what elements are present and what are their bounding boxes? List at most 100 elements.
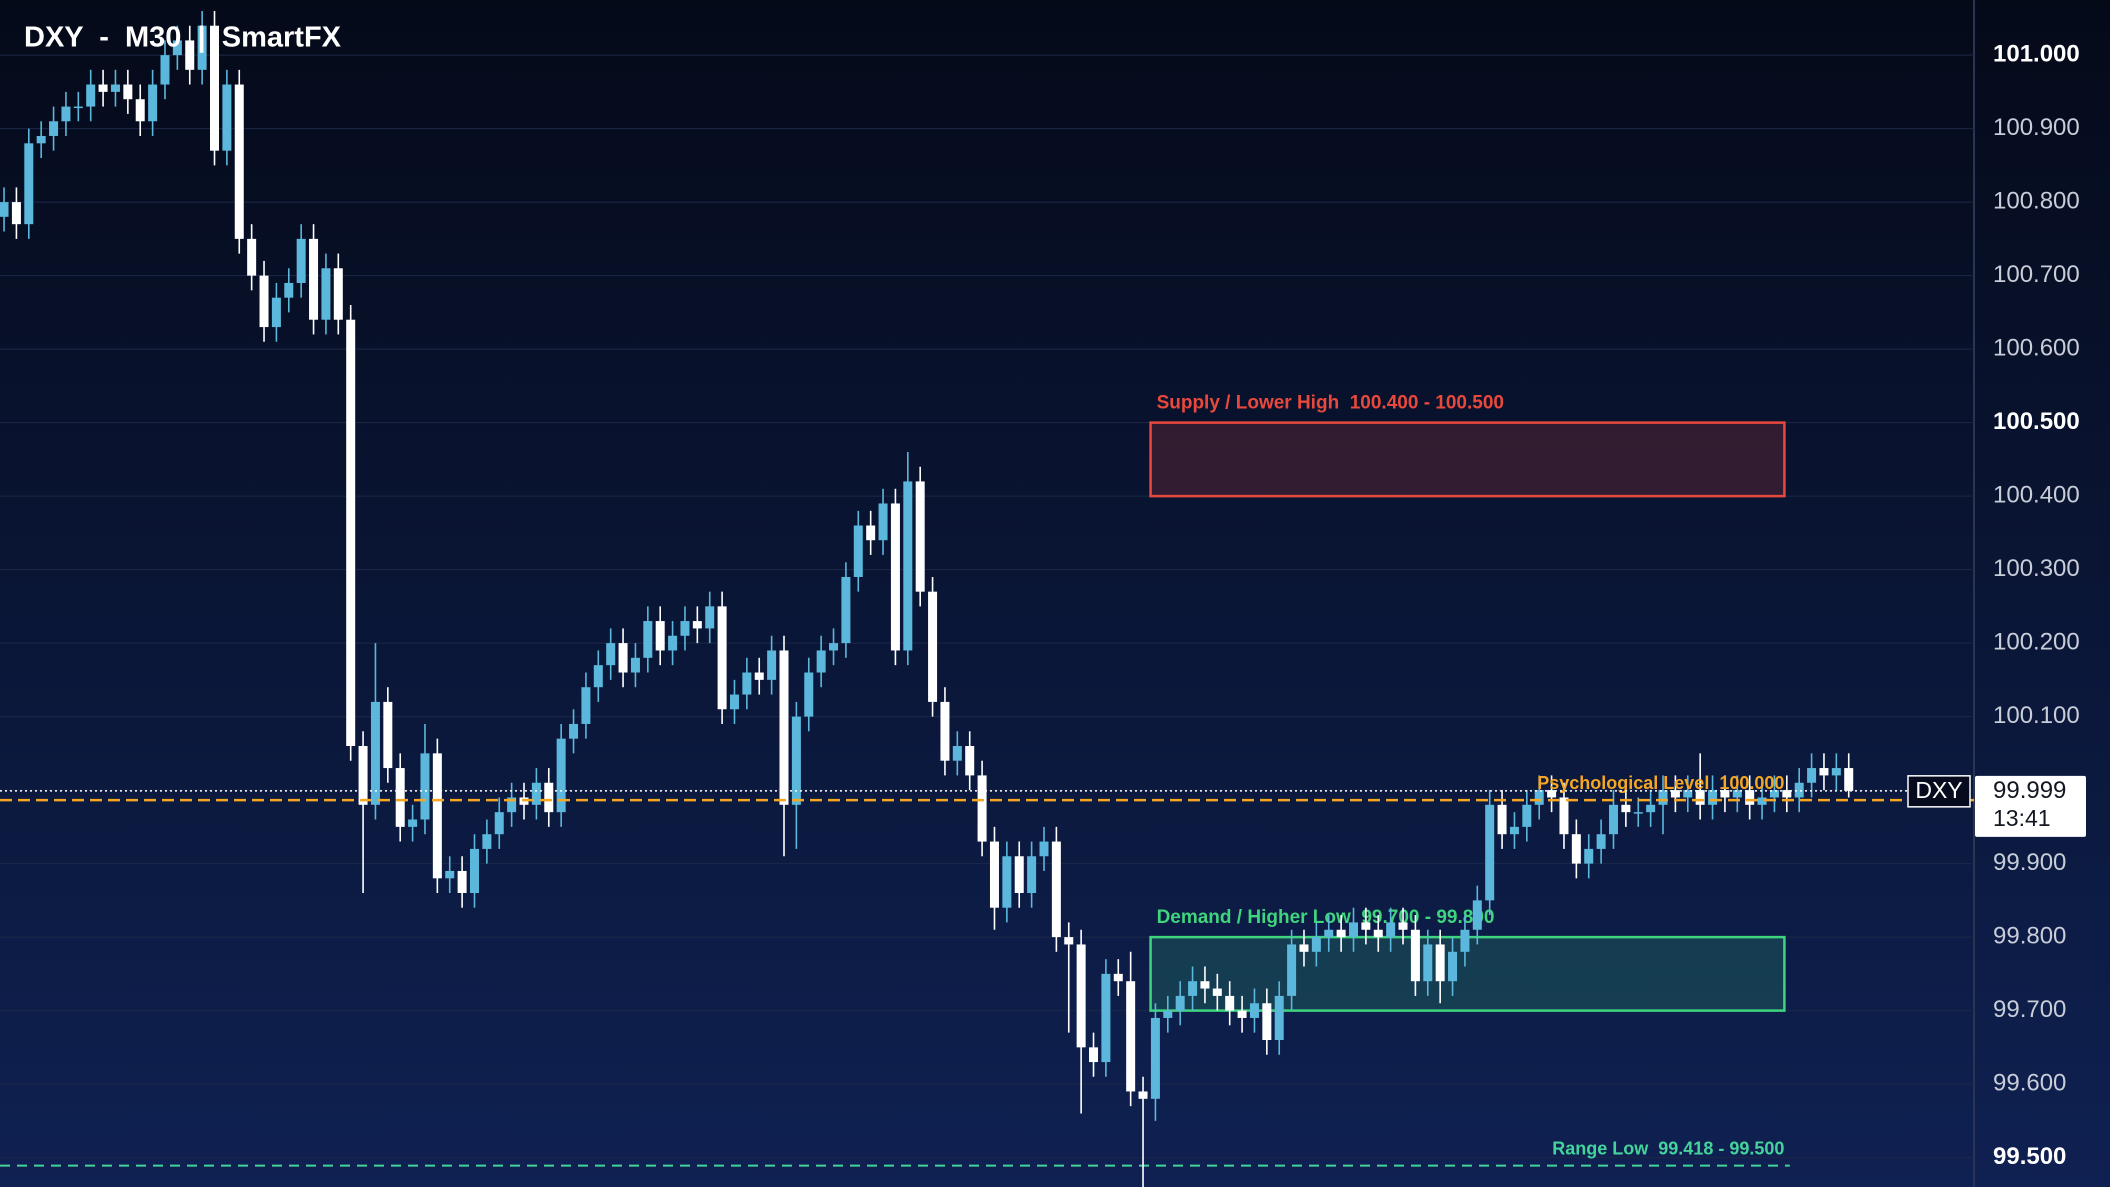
candle-body bbox=[1621, 804, 1631, 813]
candle-body bbox=[1745, 790, 1755, 805]
candle-body bbox=[445, 870, 455, 879]
candle-body bbox=[915, 481, 925, 592]
candle-body bbox=[110, 84, 120, 92]
candle-body bbox=[1212, 988, 1222, 996]
candle-body bbox=[148, 84, 158, 122]
candle-body bbox=[494, 812, 504, 835]
candle-body bbox=[482, 834, 492, 849]
candle-body bbox=[358, 746, 368, 805]
candle-body bbox=[890, 503, 900, 651]
y-tick-label: 100.100 bbox=[1993, 702, 2080, 729]
candle-body bbox=[1435, 944, 1445, 982]
candle-body bbox=[791, 716, 801, 805]
candle-body bbox=[247, 238, 257, 276]
candle-body bbox=[965, 746, 975, 776]
candle-body bbox=[1324, 929, 1334, 938]
candle-body bbox=[36, 135, 46, 144]
candle-body bbox=[717, 606, 727, 710]
candle-body bbox=[1670, 790, 1680, 798]
candle-body bbox=[1237, 1010, 1247, 1018]
candle-body bbox=[197, 25, 207, 70]
candle-body bbox=[321, 268, 331, 320]
candle-body bbox=[296, 238, 306, 283]
candle-body bbox=[333, 268, 343, 320]
candle-body bbox=[1249, 1003, 1259, 1018]
candle-body bbox=[1336, 929, 1346, 938]
candle-body bbox=[1844, 768, 1854, 791]
candle-body bbox=[1349, 922, 1359, 938]
candle-body bbox=[878, 503, 888, 541]
candle-body bbox=[1571, 834, 1581, 864]
y-tick-label: 100.400 bbox=[1993, 481, 2080, 508]
candle-body bbox=[271, 297, 281, 328]
y-tick-label: 100.900 bbox=[1993, 114, 2080, 141]
candle-body bbox=[1101, 973, 1111, 1063]
candle-body bbox=[1633, 812, 1643, 814]
candle-body bbox=[86, 84, 96, 107]
candle-body bbox=[767, 650, 777, 680]
candle-body bbox=[1423, 944, 1433, 982]
y-tick-label: 99.600 bbox=[1993, 1069, 2066, 1096]
candle-body bbox=[49, 121, 59, 136]
candle-body bbox=[630, 657, 640, 673]
candle-body bbox=[432, 753, 442, 879]
candle-body bbox=[1051, 841, 1061, 938]
candle-body bbox=[1126, 981, 1136, 1092]
candle-body bbox=[1794, 782, 1804, 798]
candle-body bbox=[309, 238, 319, 320]
symbol-tag bbox=[1907, 775, 1971, 808]
candle-body bbox=[1138, 1091, 1148, 1099]
zone-label: Supply / Lower High 100.400 - 100.500 bbox=[1157, 393, 1504, 414]
candle-body bbox=[1695, 790, 1705, 805]
candle-body bbox=[952, 746, 962, 761]
candle-body bbox=[1534, 790, 1544, 805]
candle-body bbox=[346, 319, 356, 747]
candle-body bbox=[1658, 790, 1668, 805]
y-tick-label: 100.800 bbox=[1993, 187, 2080, 214]
candle-body bbox=[160, 55, 170, 85]
candle-body bbox=[1732, 790, 1742, 798]
candle-body bbox=[210, 25, 220, 151]
candle-body bbox=[1485, 804, 1495, 901]
candle-body bbox=[1497, 804, 1507, 835]
candle-body bbox=[1200, 981, 1210, 989]
candle-body bbox=[556, 738, 566, 813]
candle-body bbox=[829, 643, 839, 651]
candle-body bbox=[680, 621, 690, 636]
candle-body bbox=[581, 687, 591, 724]
candle-body bbox=[507, 797, 517, 813]
candle-body bbox=[185, 40, 195, 70]
zone-box bbox=[1149, 421, 1786, 498]
candle-body bbox=[284, 282, 294, 298]
candle-body bbox=[370, 701, 380, 805]
price-tag-value: 99.999 bbox=[1993, 777, 2066, 804]
candle-body bbox=[420, 753, 430, 820]
candle-body bbox=[606, 643, 616, 666]
chart-title: DXY - M30 | SmartFX bbox=[24, 22, 342, 54]
candle-body bbox=[24, 143, 34, 225]
candle-body bbox=[618, 643, 628, 673]
candle-body bbox=[866, 525, 876, 541]
symbol-tag-label: DXY bbox=[1915, 777, 1962, 803]
candle-body bbox=[729, 694, 739, 710]
candle-body bbox=[643, 621, 653, 658]
candle-body bbox=[1014, 856, 1024, 894]
y-tick-label: 99.900 bbox=[1993, 849, 2066, 876]
candle-body bbox=[804, 672, 814, 717]
candle-body bbox=[0, 202, 9, 217]
candle-body bbox=[73, 106, 83, 109]
candle-body bbox=[469, 848, 479, 894]
candle-body bbox=[1708, 790, 1718, 805]
candle-body bbox=[1225, 995, 1235, 1011]
zone-label: Demand / Higher Low 99.700 - 99.800 bbox=[1157, 907, 1495, 928]
candle-body bbox=[1039, 841, 1049, 857]
candle-body bbox=[1819, 768, 1829, 776]
price-tag-countdown: 13:41 bbox=[1993, 805, 2051, 831]
y-tick-label: 99.700 bbox=[1993, 996, 2066, 1023]
candle-body bbox=[98, 84, 108, 92]
candle-body bbox=[234, 84, 244, 239]
candle-body bbox=[123, 84, 133, 100]
candle-body bbox=[259, 275, 269, 328]
